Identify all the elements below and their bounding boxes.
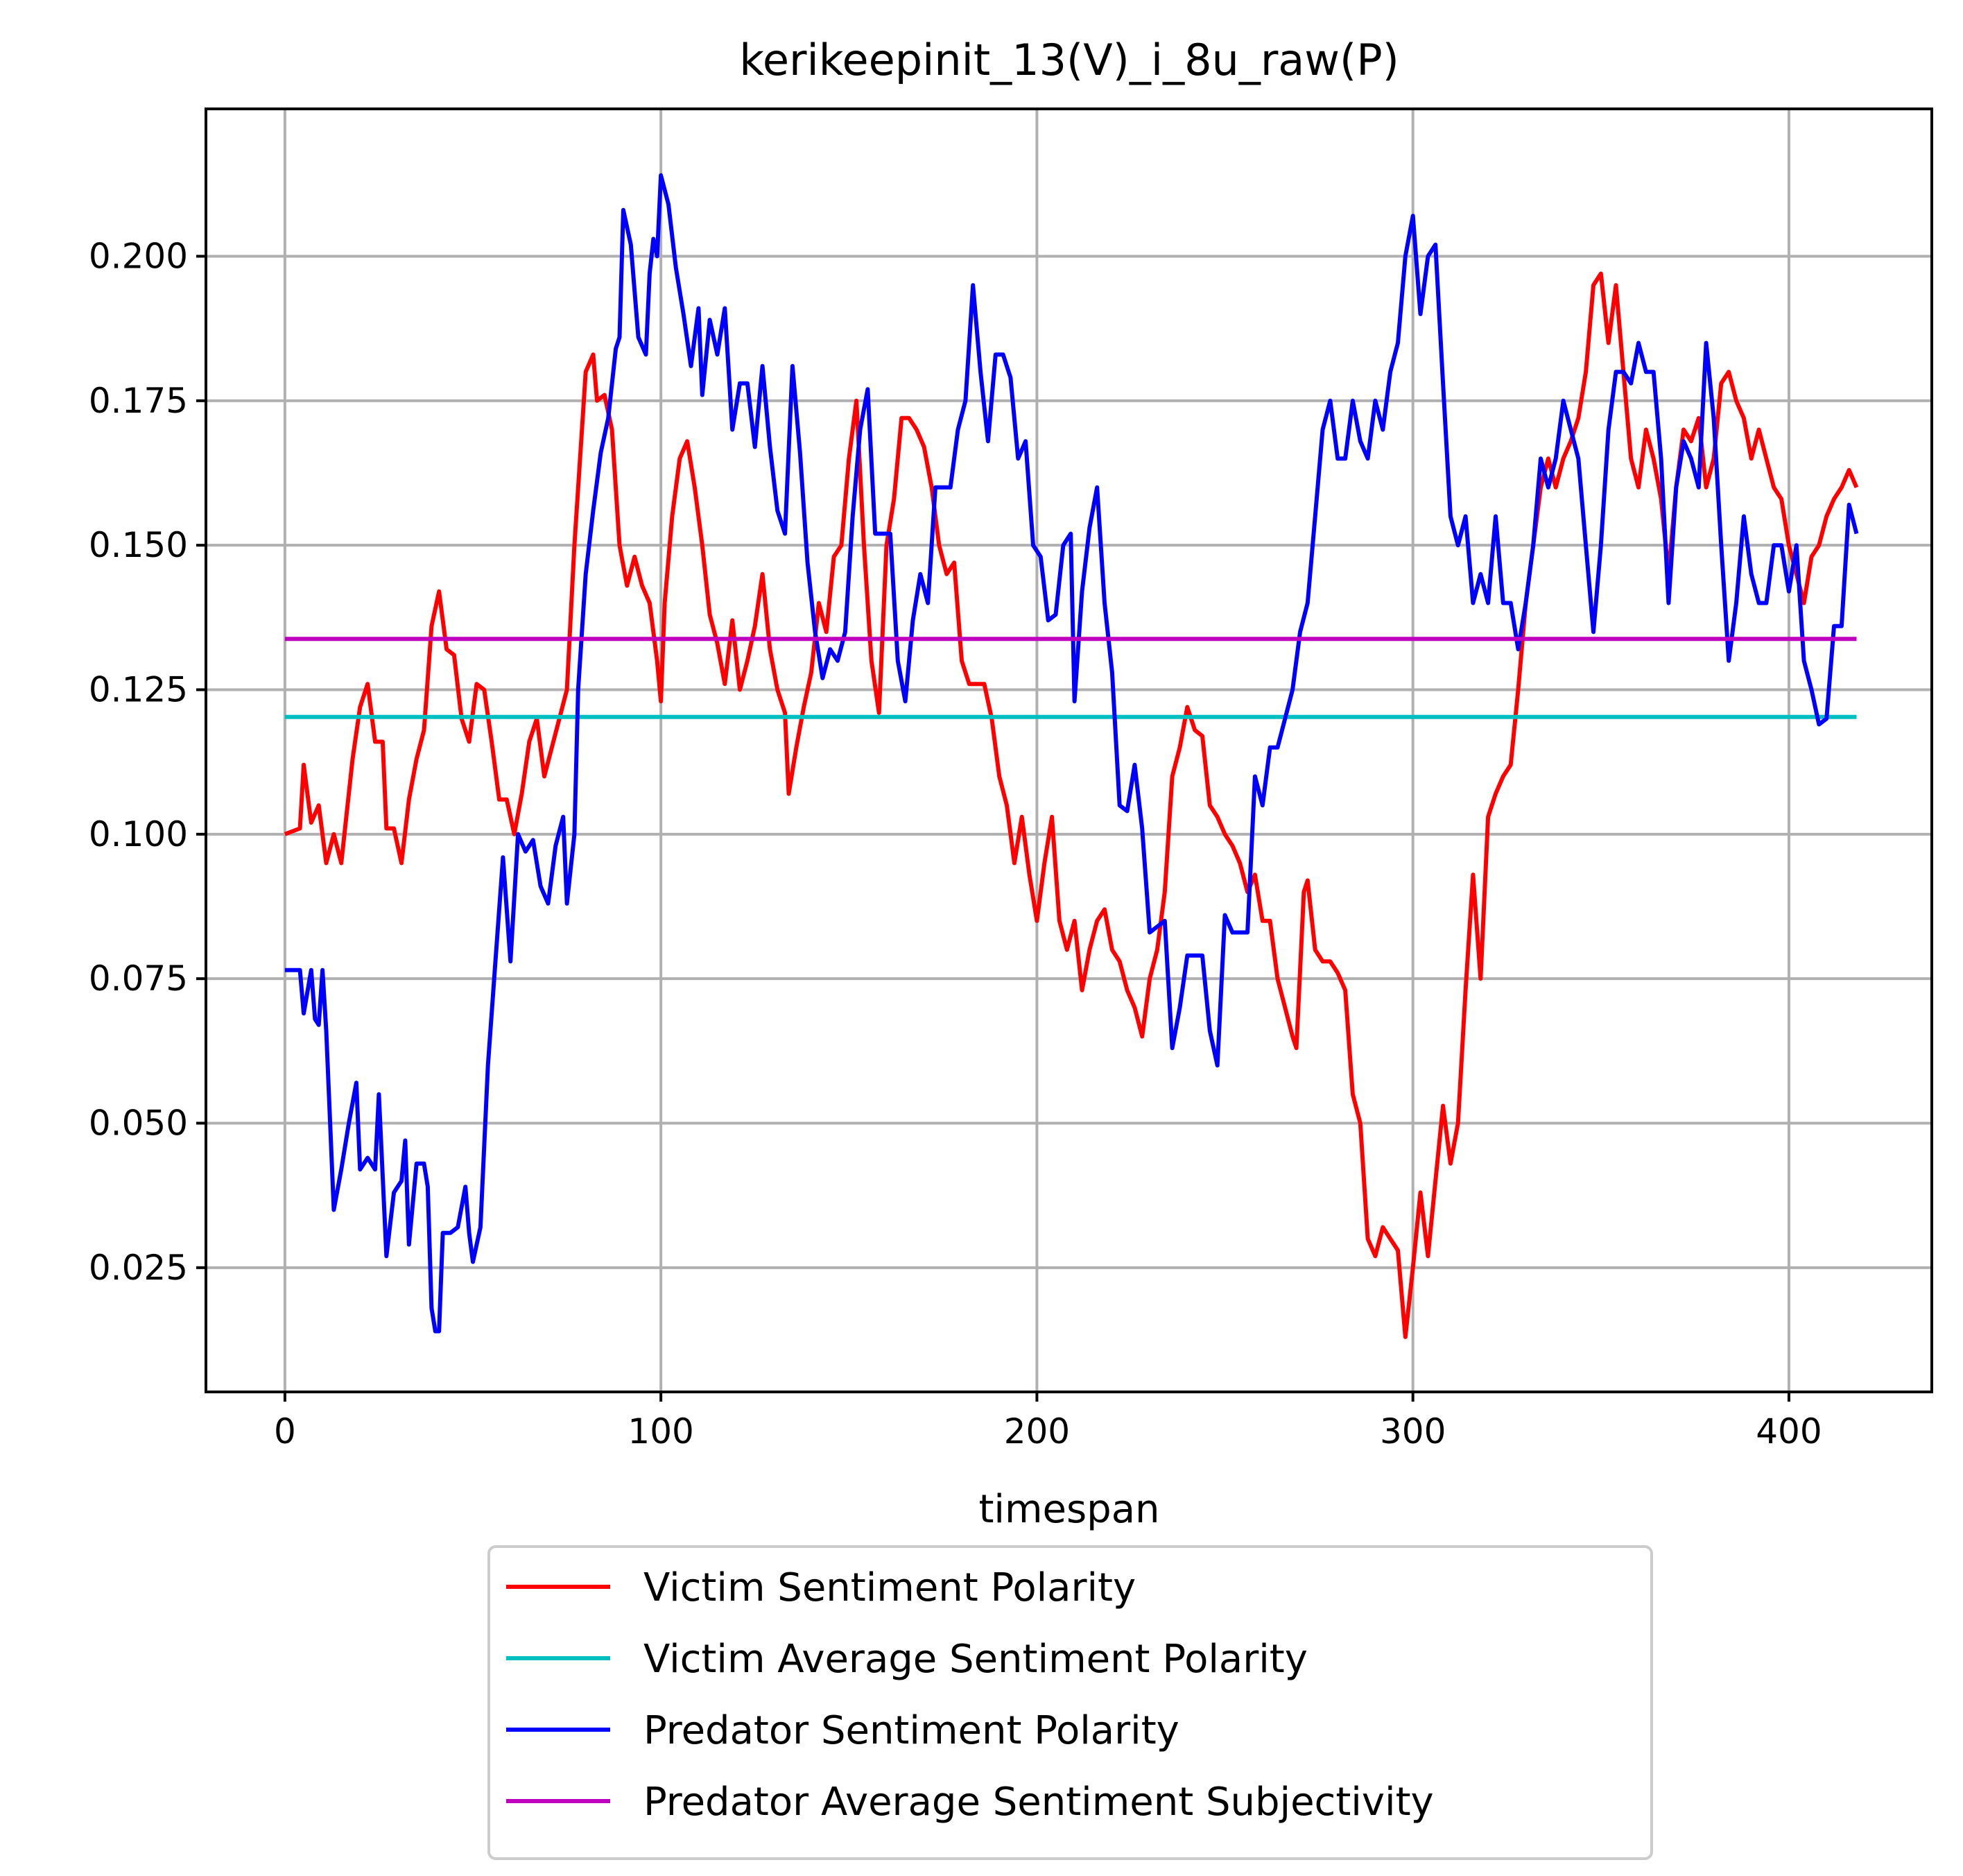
x-tick-label: 100 xyxy=(628,1411,693,1452)
x-tick-label: 0 xyxy=(274,1411,296,1452)
y-tick-label: 0.025 xyxy=(89,1248,188,1288)
legend-entry: Victim Average Sentiment Polarity xyxy=(643,1637,1308,1682)
y-tick-label: 0.150 xyxy=(89,525,188,565)
y-tick-label: 0.100 xyxy=(89,814,188,854)
legend-entry: Predator Sentiment Polarity xyxy=(643,1708,1179,1753)
legend-box xyxy=(487,1545,1653,1860)
series-lines xyxy=(284,173,1859,1339)
y-tick-label: 0.075 xyxy=(89,958,188,999)
legend: Victim Sentiment Polarity Victim Average … xyxy=(487,1545,1653,1860)
chart-title: kerikeepinit_13(V)_i_8u_raw(P) xyxy=(739,35,1399,85)
x-tick-label: 200 xyxy=(1004,1411,1070,1452)
x-tick-label: 300 xyxy=(1380,1411,1446,1452)
x-axis-label: timespan xyxy=(978,1487,1159,1532)
legend-entry: Predator Average Sentiment Subjectivity xyxy=(643,1780,1434,1825)
legend-entry: Victim Sentiment Polarity xyxy=(643,1565,1136,1610)
y-tick-label: 0.200 xyxy=(89,236,188,277)
axis-ticks: 0 100 200 300 400 0.025 0.050 0.075 0.100 0.125 0.… xyxy=(89,236,1822,1452)
series-line-3 xyxy=(284,173,1859,1334)
series-line-1 xyxy=(284,271,1859,1339)
x-tick-label: 400 xyxy=(1756,1411,1822,1452)
y-tick-label: 0.125 xyxy=(89,670,188,710)
y-tick-label: 0.175 xyxy=(89,381,188,421)
plot-frame xyxy=(205,107,1933,1393)
y-tick-label: 0.050 xyxy=(89,1103,188,1144)
